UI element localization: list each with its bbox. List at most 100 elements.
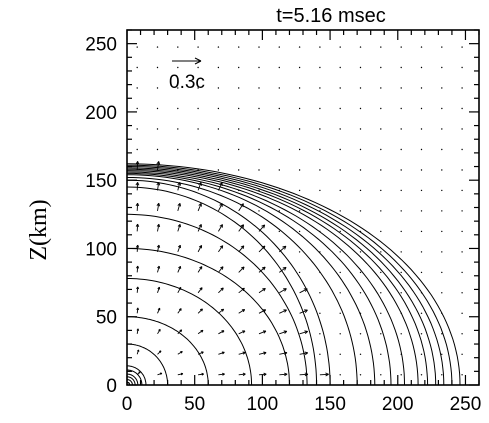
velocity-arrow — [339, 333, 341, 335]
velocity-arrow — [156, 87, 159, 89]
velocity-arrow — [135, 244, 140, 252]
velocity-arrow — [197, 287, 203, 294]
velocity-arrow — [156, 244, 161, 252]
velocity-arrow — [197, 351, 204, 355]
velocity-arrow — [420, 333, 423, 335]
velocity-arrow — [177, 182, 182, 191]
velocity-arrow — [156, 128, 159, 130]
velocity-arrow — [359, 189, 362, 192]
velocity-arrow — [420, 46, 423, 48]
velocity-arrow — [420, 312, 423, 314]
velocity-arrow — [420, 169, 423, 171]
velocity-arrow — [420, 148, 423, 151]
velocity-arrow — [339, 107, 341, 110]
velocity-arrow — [441, 312, 443, 314]
velocity-arrow — [400, 333, 402, 335]
velocity-arrow — [359, 107, 362, 110]
velocity-arrow — [359, 271, 362, 274]
velocity-arrow — [380, 374, 382, 376]
x-tick-label: 50 — [184, 394, 205, 415]
velocity-arrow — [197, 182, 202, 191]
velocity-arrow — [238, 330, 246, 335]
velocity-arrow — [319, 148, 321, 151]
velocity-arrow — [258, 266, 266, 273]
x-tick-label: 150 — [314, 394, 346, 415]
velocity-arrow — [400, 189, 402, 192]
velocity-arrow — [420, 210, 423, 212]
velocity-arrow — [400, 271, 402, 274]
velocity-arrow — [279, 288, 287, 294]
velocity-arrow — [400, 107, 402, 110]
velocity-arrow — [157, 350, 162, 355]
velocity-arrow — [218, 372, 225, 376]
velocity-arrow — [380, 251, 382, 253]
velocity-arrow — [238, 148, 240, 151]
velocity-arrow — [177, 308, 182, 314]
velocity-arrow — [339, 210, 341, 212]
velocity-arrow — [136, 307, 140, 314]
velocity-arrow — [380, 210, 382, 212]
velocity-arrow — [319, 169, 321, 171]
velocity-arrow — [359, 87, 362, 89]
velocity-arrow — [177, 128, 179, 130]
velocity-arrow — [238, 351, 246, 355]
velocity-arrow — [441, 333, 443, 335]
contour-line-12 — [127, 179, 331, 385]
velocity-arrow — [359, 148, 362, 151]
velocity-arrow — [278, 87, 280, 89]
velocity-arrow — [298, 87, 301, 89]
velocity-arrow — [441, 87, 443, 89]
velocity-arrow — [177, 169, 179, 171]
contour-line-8 — [127, 278, 253, 385]
velocity-arrow — [400, 46, 402, 48]
velocity-arrow — [197, 203, 202, 212]
velocity-arrow — [299, 330, 309, 335]
velocity-arrow — [238, 128, 240, 130]
velocity-arrow — [380, 271, 382, 274]
velocity-arrow — [339, 312, 341, 314]
velocity-arrow — [279, 330, 288, 335]
y-tick-label: 100 — [85, 239, 117, 260]
velocity-arrow — [258, 128, 260, 130]
velocity-arrow — [420, 374, 423, 376]
velocity-arrow — [197, 169, 199, 171]
velocity-arrow — [359, 292, 362, 294]
chart-title: t=5.16 msec — [276, 5, 386, 27]
velocity-arrow — [359, 46, 362, 48]
velocity-arrow — [299, 351, 309, 356]
velocity-arrow — [156, 182, 161, 191]
velocity-arrow — [339, 169, 341, 171]
velocity-arrow — [420, 66, 423, 69]
y-tick-label: 250 — [85, 35, 117, 56]
velocity-arrow — [298, 128, 301, 130]
velocity-arrow — [461, 251, 463, 253]
velocity-arrow — [218, 351, 225, 355]
velocity-arrow — [278, 189, 280, 192]
velocity-arrow — [258, 46, 260, 48]
velocity-arrow — [400, 251, 402, 253]
velocity-arrow — [441, 148, 443, 151]
velocity-arrow — [400, 353, 402, 355]
velocity-arrow — [157, 286, 161, 293]
velocity-arrow — [136, 349, 140, 355]
velocity-arrow — [238, 107, 240, 110]
velocity-arrow — [299, 309, 308, 314]
velocity-arrow — [135, 202, 140, 211]
velocity-arrow — [380, 230, 382, 233]
velocity-arrow — [359, 169, 362, 171]
y-axis-label: Z(km) — [26, 199, 52, 260]
velocity-arrow — [420, 230, 423, 233]
velocity-arrow — [319, 353, 321, 355]
velocity-arrow — [420, 189, 423, 192]
velocity-arrow — [319, 333, 321, 335]
velocity-arrow — [461, 46, 463, 48]
velocity-arrow — [420, 271, 423, 274]
velocity-arrow — [359, 374, 362, 376]
contour-line-9 — [127, 248, 290, 385]
axis-ticks — [126, 29, 480, 386]
velocity-arrow — [238, 309, 246, 314]
velocity-arrow — [258, 169, 260, 171]
velocity-arrow — [177, 329, 183, 335]
plot-frame — [126, 29, 480, 386]
x-tick-label: 250 — [450, 394, 482, 415]
